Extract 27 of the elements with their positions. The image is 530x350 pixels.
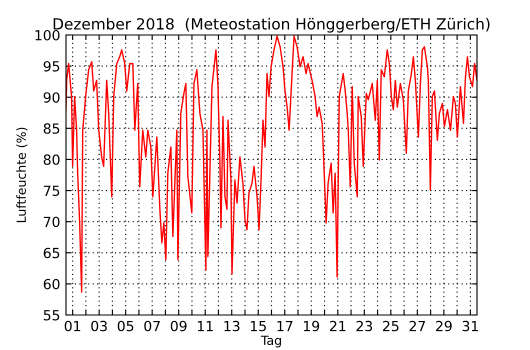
x-tick-label: 09 — [170, 320, 187, 332]
y-tick-label: 95 — [44, 61, 60, 72]
x-tick-label: 27 — [410, 320, 425, 332]
y-tick-label: 80 — [44, 154, 60, 165]
x-tick-label: 07 — [144, 320, 160, 332]
y-tick-label: 55 — [44, 310, 60, 320]
y-axis-title: Luftfeuchte (%) — [16, 128, 28, 222]
x-tick-label: 11 — [198, 320, 213, 332]
y-tick-label: 90 — [44, 92, 60, 103]
x-tick-label: 17 — [277, 320, 292, 332]
x-tick-label: 19 — [304, 320, 320, 332]
x-tick-label: 21 — [330, 320, 346, 332]
x-tick-label: 29 — [436, 320, 452, 332]
x-tick-label: 01 — [64, 320, 80, 332]
y-tick-label: 65 — [44, 248, 60, 258]
x-tick-label: 25 — [383, 320, 398, 332]
y-tick-label: 70 — [44, 216, 60, 228]
y-tick-label: 60 — [44, 278, 60, 290]
x-tick-label: 23 — [356, 320, 372, 332]
y-tick-label: 85 — [44, 123, 60, 134]
x-tick-label: 15 — [250, 320, 266, 332]
y-tick-label: 75 — [44, 186, 60, 196]
x-tick-label: 05 — [118, 320, 134, 332]
x-axis-title: Tag — [260, 336, 281, 348]
x-tick-label: 13 — [224, 320, 240, 332]
x-tick-label: 31 — [462, 320, 478, 332]
x-tick-label: 03 — [91, 320, 107, 332]
